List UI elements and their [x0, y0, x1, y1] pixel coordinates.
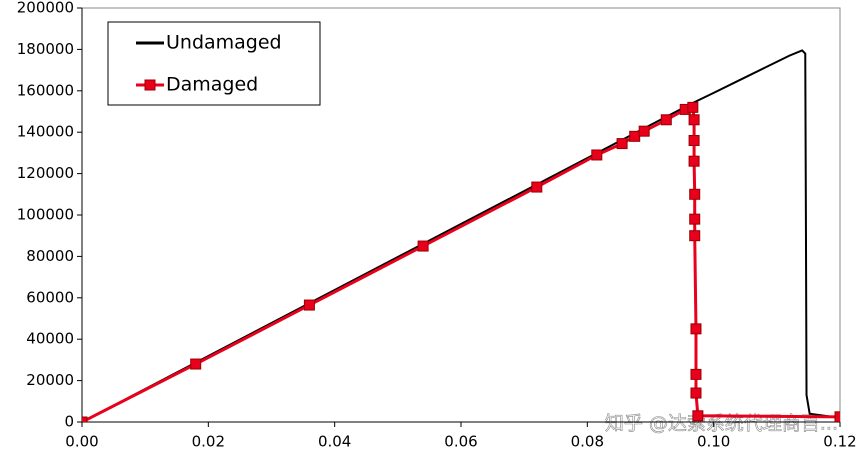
marker: [591, 149, 603, 161]
y-tick-label: 100000: [17, 206, 74, 224]
x-tick-label: 0.06: [444, 433, 477, 451]
x-tick-label: 0.10: [697, 433, 730, 451]
y-tick-label: 40000: [26, 330, 74, 348]
marker: [690, 368, 702, 380]
marker: [689, 213, 701, 225]
marker: [689, 230, 701, 242]
marker: [531, 181, 543, 193]
series: [82, 49, 840, 422]
marker: [687, 101, 699, 113]
marker: [616, 138, 628, 150]
y-tick-label: 200000: [17, 0, 74, 17]
marker: [689, 188, 701, 200]
marker: [690, 323, 702, 335]
marker: [190, 358, 202, 370]
y-tick-label: 60000: [26, 288, 74, 306]
marker: [660, 114, 672, 126]
legend-box: [107, 21, 321, 106]
y-tick-label: 140000: [17, 123, 74, 141]
y-tick-label: 160000: [17, 81, 74, 99]
y-tick-label: 120000: [17, 164, 74, 182]
legend-label: Undamaged: [166, 32, 282, 54]
marker: [692, 410, 704, 422]
x-tick-label: 0.02: [192, 433, 225, 451]
y-tick-label: 0: [64, 413, 74, 431]
legend-marker: [144, 79, 156, 91]
marker: [688, 155, 700, 167]
marker: [688, 134, 700, 146]
marker: [638, 125, 650, 137]
series-line: [82, 49, 840, 422]
x-tick-label: 0.08: [571, 433, 604, 451]
marker: [834, 411, 840, 422]
x-tick-label: 0.12: [823, 433, 856, 451]
legend-label: Damaged: [166, 74, 258, 96]
x-tick-label: 0.04: [318, 433, 351, 451]
y-tick-label: 80000: [26, 247, 74, 265]
marker: [688, 114, 700, 126]
y-tick-label: 20000: [26, 371, 74, 389]
marker: [690, 387, 702, 399]
marker: [82, 416, 88, 422]
series: [82, 101, 840, 422]
marker: [629, 130, 641, 142]
marker: [417, 240, 429, 252]
x-tick-label: 0.00: [65, 433, 98, 451]
marker: [303, 299, 315, 311]
y-tick-label: 180000: [17, 40, 74, 58]
